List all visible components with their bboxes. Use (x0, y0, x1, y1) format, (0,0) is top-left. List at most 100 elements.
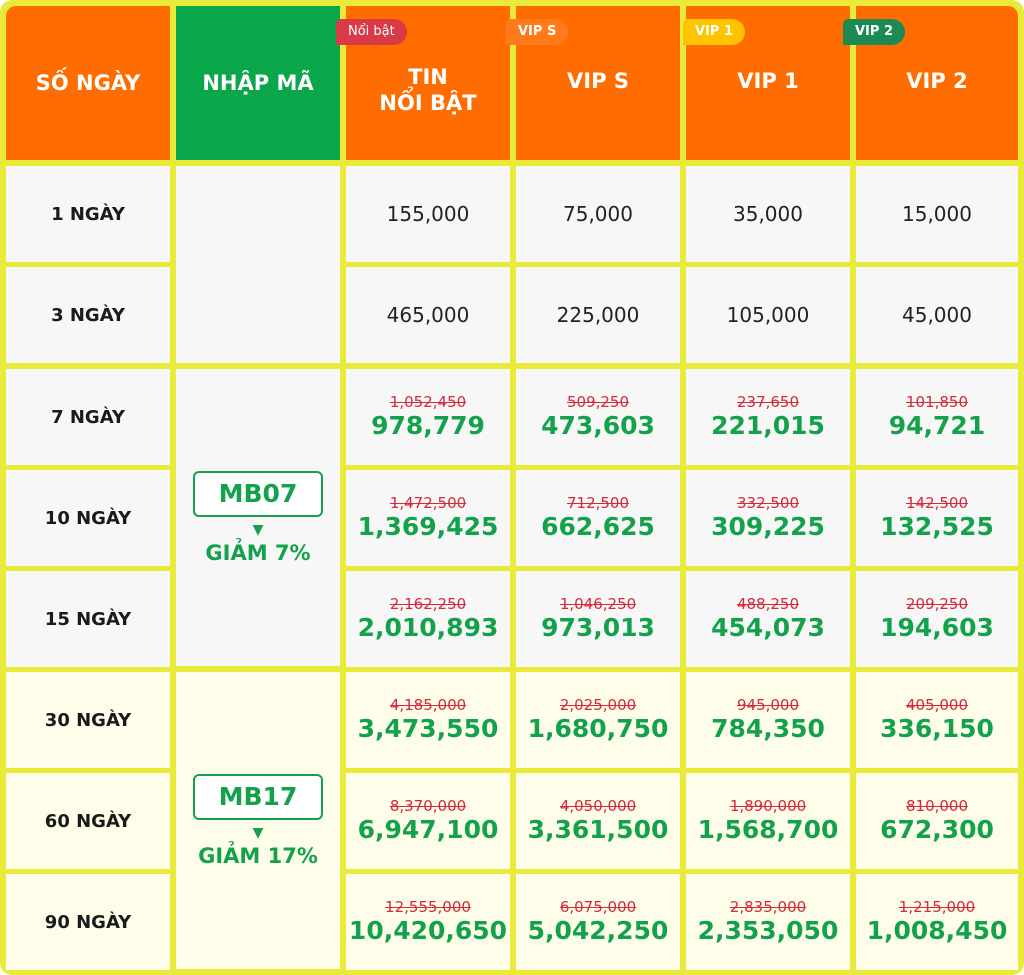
days-label: 3 NGÀY (51, 304, 125, 326)
discounted-price: 336,150 (880, 714, 994, 743)
price-cell: 101,850 94,721 (856, 369, 1018, 465)
header-tin-label-line2: NỔI BẬT (379, 91, 477, 115)
table-row-days: 7 NGÀY (6, 369, 170, 465)
price-value: 35,000 (733, 202, 803, 226)
price-cell: 225,000 (516, 267, 680, 363)
old-price: 405,000 (905, 696, 969, 714)
discounted-price: 221,015 (711, 411, 825, 440)
triangle-down-icon: ▼ (252, 824, 264, 841)
old-price: 1,215,000 (898, 898, 976, 916)
table-row-days: 30 NGÀY (6, 672, 170, 768)
old-price: 509,250 (566, 393, 630, 411)
price-cell: 332,500 309,225 (686, 470, 850, 566)
discounted-price: 94,721 (888, 411, 986, 440)
discounted-price: 978,779 (371, 411, 485, 440)
old-price: 488,250 (736, 595, 800, 613)
code-cell-empty (176, 166, 340, 363)
price-cell: 2,025,000 1,680,750 (516, 672, 680, 768)
code-badge-mb17: MB17 (193, 773, 323, 820)
price-cell: 75,000 (516, 166, 680, 262)
price-cell: 465,000 (346, 267, 510, 363)
discounted-price: 473,603 (541, 411, 655, 440)
old-price: 2,835,000 (729, 898, 807, 916)
price-value: 465,000 (386, 303, 470, 327)
discounted-price: 454,073 (711, 613, 825, 642)
header-days-label: SỐ NGÀY (35, 71, 141, 95)
days-label: 7 NGÀY (51, 406, 125, 428)
days-label: 1 NGÀY (51, 203, 125, 225)
tag-vip-2-label: VIP 2 (855, 24, 893, 39)
discount-label-7: GIẢM 7% (205, 540, 311, 565)
price-cell: 2,162,250 2,010,893 (346, 571, 510, 667)
price-value: 75,000 (563, 202, 633, 226)
price-cell: 45,000 (856, 267, 1018, 363)
days-label: 15 NGÀY (44, 608, 132, 630)
old-price: 101,850 (905, 393, 969, 411)
price-cell: 405,000 336,150 (856, 672, 1018, 768)
code-cell-mb07: MB07 ▼ GIẢM 7% (176, 369, 340, 666)
discounted-price: 784,350 (711, 714, 825, 743)
price-value: 45,000 (902, 303, 972, 327)
old-price: 142,500 (905, 494, 969, 512)
price-cell: 2,835,000 2,353,050 (686, 874, 850, 970)
discounted-price: 2,353,050 (697, 916, 839, 945)
price-cell: 12,555,000 10,420,650 (346, 874, 510, 970)
code-mb17-label: MB17 (218, 782, 298, 811)
tag-noi-bat: Nổi bật (336, 19, 407, 45)
header-code: NHẬP MÃ (176, 6, 340, 160)
days-label: 90 NGÀY (44, 911, 132, 933)
header-tin-label-line1: TIN (408, 65, 448, 89)
table-row-days: 15 NGÀY (6, 571, 170, 667)
discounted-price: 1,369,425 (357, 512, 499, 541)
price-cell: 35,000 (686, 166, 850, 262)
old-price: 1,890,000 (729, 797, 807, 815)
code-cell-mb17: MB17 ▼ GIẢM 17% (176, 672, 340, 969)
discounted-price: 662,625 (541, 512, 655, 541)
table-row-days: 90 NGÀY (6, 874, 170, 970)
price-value: 155,000 (386, 202, 470, 226)
old-price: 1,472,500 (389, 494, 467, 512)
old-price: 1,052,450 (389, 393, 467, 411)
price-cell: 1,046,250 973,013 (516, 571, 680, 667)
discounted-price: 973,013 (541, 613, 655, 642)
discount-label-17: GIẢM 17% (198, 843, 318, 868)
old-price: 332,500 (736, 494, 800, 512)
old-price: 1,046,250 (559, 595, 637, 613)
table-row-days: 1 NGÀY (6, 166, 170, 262)
old-price: 6,075,000 (559, 898, 637, 916)
discounted-price: 3,361,500 (527, 815, 669, 844)
tag-noi-bat-label: Nổi bật (348, 24, 395, 39)
price-cell: 1,215,000 1,008,450 (856, 874, 1018, 970)
header-days: SỐ NGÀY (6, 6, 170, 160)
discounted-price: 1,008,450 (866, 916, 1008, 945)
old-price: 8,370,000 (389, 797, 467, 815)
old-price: 237,650 (736, 393, 800, 411)
discounted-price: 2,010,893 (357, 613, 499, 642)
price-value: 105,000 (726, 303, 810, 327)
price-cell: 6,075,000 5,042,250 (516, 874, 680, 970)
discounted-price: 3,473,550 (357, 714, 499, 743)
old-price: 810,000 (905, 797, 969, 815)
price-cell: 237,650 221,015 (686, 369, 850, 465)
price-cell: 8,370,000 6,947,100 (346, 773, 510, 869)
discounted-price: 1,680,750 (527, 714, 669, 743)
discounted-price: 672,300 (880, 815, 994, 844)
price-value: 15,000 (902, 202, 972, 226)
tag-vip-s: VIP S (506, 19, 569, 45)
price-cell: 4,185,000 3,473,550 (346, 672, 510, 768)
price-cell: 488,250 454,073 (686, 571, 850, 667)
old-price: 945,000 (736, 696, 800, 714)
old-price: 2,162,250 (389, 595, 467, 613)
table-row-days: 60 NGÀY (6, 773, 170, 869)
days-label: 10 NGÀY (44, 507, 132, 529)
tag-vip-1-label: VIP 1 (695, 24, 733, 39)
tag-vip-s-label: VIP S (518, 24, 557, 39)
code-badge-mb07: MB07 (193, 470, 323, 517)
price-cell: 15,000 (856, 166, 1018, 262)
old-price: 712,500 (566, 494, 630, 512)
price-cell: 1,052,450 978,779 (346, 369, 510, 465)
price-cell: 4,050,000 3,361,500 (516, 773, 680, 869)
discounted-price: 194,603 (880, 613, 994, 642)
price-cell: 142,500 132,525 (856, 470, 1018, 566)
